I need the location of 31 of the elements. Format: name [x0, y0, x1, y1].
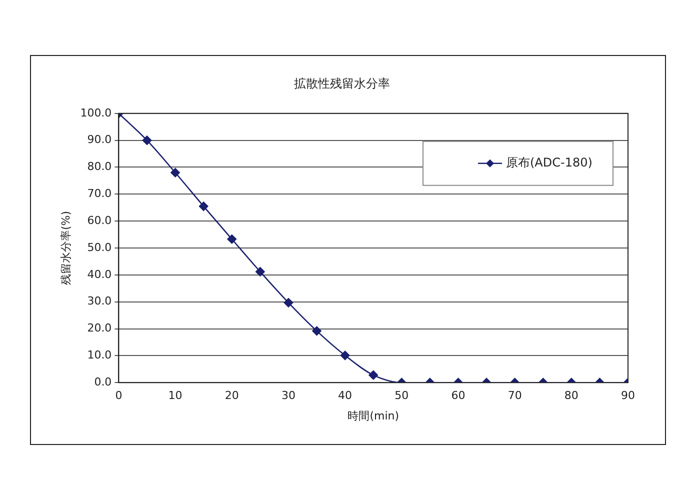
- x-tick-label: 0: [115, 389, 122, 402]
- y-tick-label: 60.0: [87, 214, 112, 227]
- x-tick-label: 60: [451, 389, 466, 402]
- point: [284, 298, 294, 308]
- y-tick-label: 50.0: [87, 240, 112, 254]
- x-tick-label: 90: [621, 389, 635, 402]
- y-tick-label: 90.0: [87, 133, 112, 146]
- y-tick-label: 30.0: [87, 294, 112, 308]
- point: [142, 136, 152, 145]
- x-tick-label: 40: [338, 389, 352, 402]
- y-tick-label: 0.0: [94, 375, 112, 388]
- x-tick-label: 10: [168, 389, 182, 402]
- y-tick-label: 100.0: [80, 106, 112, 120]
- y-axis-title: 残留水分率(%): [59, 210, 72, 286]
- y-tick-label: 80.0: [87, 160, 112, 174]
- y-tick-label: 70.0: [87, 187, 112, 200]
- point: [170, 168, 180, 178]
- y-tick-label: 40.0: [87, 268, 112, 281]
- x-tick-label: 20: [224, 389, 239, 402]
- chart-title: 拡散性残留水分率: [294, 76, 390, 90]
- x-axis-title: 時間(min): [348, 409, 400, 422]
- point: [227, 234, 237, 244]
- x-tick-label: 70: [508, 389, 522, 402]
- legend-label: 原布(ADC-180): [506, 156, 592, 170]
- point: [256, 267, 265, 276]
- y-tick-label: 20.0: [87, 322, 112, 335]
- x-tick-label: 30: [281, 389, 296, 402]
- y-tick-label: 10.0: [87, 348, 112, 362]
- x-tick-label: 50: [394, 389, 409, 402]
- point: [198, 202, 208, 211]
- x-tick-label: 80: [564, 389, 578, 402]
